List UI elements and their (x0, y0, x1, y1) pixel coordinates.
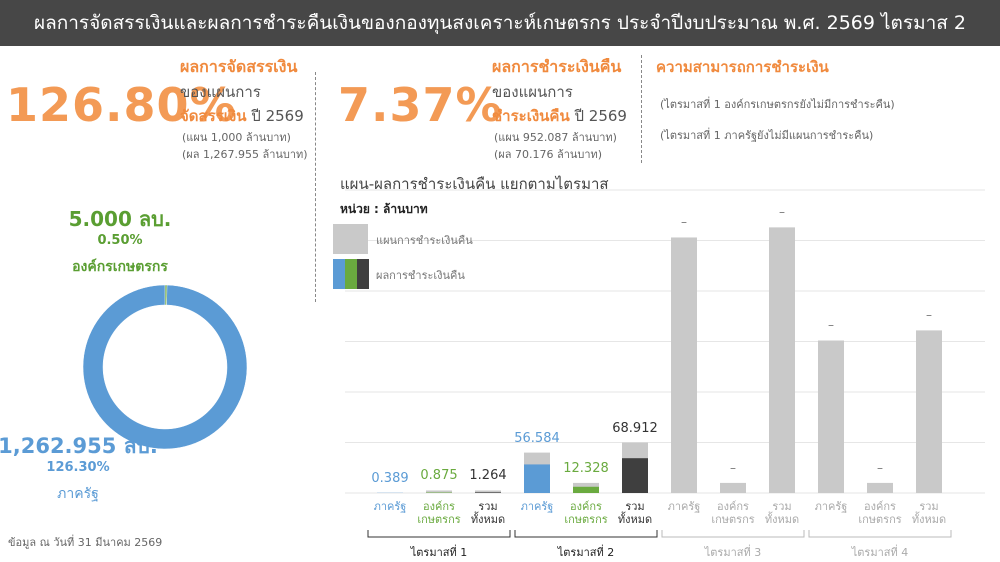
x-tick-label: รวม ทั้งหมด (617, 500, 653, 526)
legend-label: ผลการชำระเงินคืน (376, 269, 465, 282)
allocation-line: จัดสรรเงิน ปี 2569 (180, 104, 304, 128)
x-tick-label: องค์กร เกษตรกร (564, 500, 608, 526)
value-label: – (828, 318, 834, 333)
repayment-bold: ชำระเงินคืน (492, 107, 570, 125)
repayment-plan: (แผน 952.087 ล้านบาท) (494, 131, 617, 144)
value-label: – (877, 460, 883, 475)
plan-bar (818, 340, 844, 493)
result-bar (475, 492, 501, 493)
group-bracket (514, 530, 658, 538)
x-tick-label: ภาครัฐ (520, 500, 554, 513)
group-label: ไตรมาสที่ 4 (851, 546, 909, 559)
donut-slice (82, 284, 248, 450)
slice-percent-label: 0.50% (97, 233, 143, 248)
divider (641, 55, 642, 163)
repayment-heading: ผลการชำระเงินคืน (492, 57, 622, 76)
capacity-item: (ไตรมาสที่ 1 องค์กรเกษตรกรยังไม่มีการชำร… (660, 98, 895, 111)
value-label: 0.875 (420, 468, 458, 484)
legend-swatch (357, 259, 369, 289)
slice-value-label: 1,262.955 ลบ. (0, 434, 158, 458)
x-tick-label: องค์กร เกษตรกร (711, 500, 755, 526)
allocation-percent: 126.80% (6, 78, 237, 132)
slice-percent-label: 126.30% (46, 460, 110, 475)
x-tick-label: ภาครัฐ (373, 500, 407, 513)
x-tick-label: ภาครัฐ (814, 500, 848, 513)
allocation-year: ปี 2569 (251, 107, 304, 125)
group-label: ไตรมาสที่ 2 (557, 546, 615, 559)
allocation-bold: จัดสรรเงิน (180, 107, 247, 125)
value-label: 12.328 (563, 460, 609, 476)
allocation-plan: (แผน 1,000 ล้านบาท) (182, 131, 291, 144)
value-label: 0.389 (371, 470, 409, 486)
legend-swatch (333, 224, 368, 254)
value-label: 56.584 (514, 430, 560, 446)
page-title: ผลการจัดสรรเงินและผลการชำระคืนเงินของกอง… (33, 12, 967, 34)
group-label: ไตรมาสที่ 3 (704, 546, 762, 559)
result-bar (573, 486, 599, 493)
repayment-line: ของแผนการ (492, 83, 573, 101)
value-label: – (926, 308, 932, 323)
slice-value-label: 5.000 ลบ. (68, 207, 172, 231)
x-tick-label: องค์กร เกษตรกร (417, 500, 461, 526)
group-bracket (808, 530, 952, 538)
repayment-percent: 7.37% (338, 78, 503, 132)
value-label: 1.264 (469, 468, 507, 484)
plan-bar (867, 482, 893, 493)
chart-title: แผน-ผลการชำระเงินคืน แยกตามไตรมาส (340, 175, 609, 193)
plan-bar (769, 227, 795, 493)
header-bar: ผลการจัดสรรเงินและผลการชำระคืนเงินของกอง… (0, 0, 1000, 46)
repayment-line: ชำระเงินคืน ปี 2569 (492, 104, 627, 128)
x-tick-label: ภาครัฐ (667, 500, 701, 513)
plan-bar (475, 490, 501, 493)
value-label: – (681, 215, 687, 230)
legend-swatch (333, 259, 345, 289)
group-label: ไตรมาสที่ 1 (410, 546, 468, 559)
plan-bar (720, 482, 746, 493)
x-tick-label: รวม ทั้งหมด (470, 500, 506, 526)
allocation-line: ของแผนการ (180, 83, 261, 101)
plan-bar (916, 330, 942, 493)
slice-category-label: องค์กรเกษตรกร (72, 259, 168, 275)
capacity-item: (ไตรมาสที่ 1 ภาครัฐยังไม่มีแผนการชำระคืน… (660, 129, 874, 142)
group-bracket (661, 530, 805, 538)
plan-bar (426, 490, 452, 493)
capacity-heading: ความสามารถการชำระเงิน (656, 58, 829, 76)
legend-label: แผนการชำระเงินคืน (376, 234, 473, 247)
result-bar (622, 458, 648, 493)
divider (315, 72, 316, 302)
allocation-heading: ผลการจัดสรรเงิน (180, 57, 298, 76)
group-bracket (367, 530, 511, 538)
unit-label: หน่วย : ล้านบาท (340, 202, 428, 216)
plan-bar (671, 237, 697, 493)
footnote: ข้อมูล ณ วันที่ 31 มีนาคม 2569 (8, 536, 163, 549)
legend-swatch (345, 259, 357, 289)
x-tick-label: รวม ทั้งหมด (911, 500, 947, 526)
repayment-result: (ผล 70.176 ล้านบาท) (494, 148, 603, 161)
repayment-year: ปี 2569 (574, 107, 627, 125)
x-tick-label: รวม ทั้งหมด (764, 500, 800, 526)
result-bar (524, 464, 550, 493)
value-label: – (779, 205, 785, 220)
value-label: – (730, 460, 736, 475)
value-label: 68.912 (612, 420, 658, 436)
x-tick-label: องค์กร เกษตรกร (858, 500, 902, 526)
allocation-result: (ผล 1,267.955 ล้านบาท) (182, 148, 308, 161)
slice-category-label: ภาครัฐ (57, 486, 99, 502)
